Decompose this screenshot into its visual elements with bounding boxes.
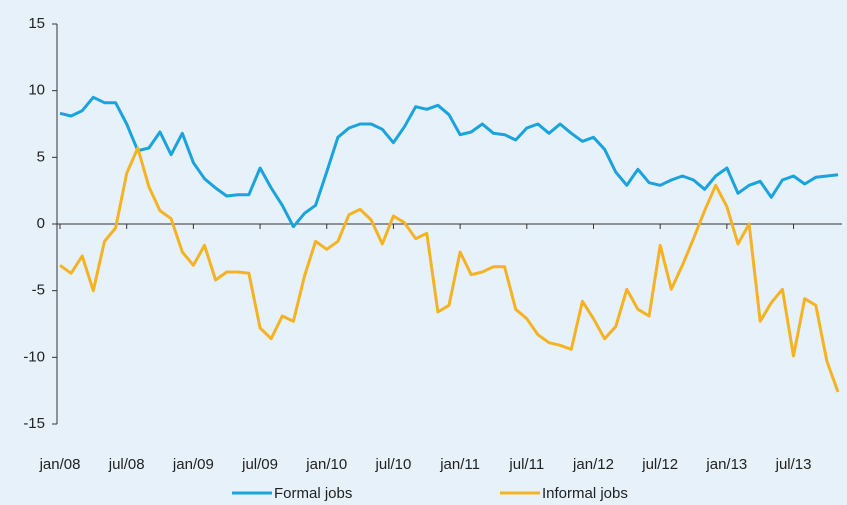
- y-tick-label: -10: [23, 348, 45, 365]
- x-tick-label: jul/12: [641, 456, 678, 473]
- y-tick-label: -15: [23, 415, 45, 432]
- x-tick-label: jul/11: [508, 456, 544, 473]
- y-tick-label: 15: [28, 15, 45, 32]
- legend-label: Informal jobs: [542, 485, 628, 502]
- x-tick-label: jan/11: [439, 456, 480, 473]
- x-tick-label: jan/09: [172, 456, 214, 473]
- series-line: [59, 146, 840, 393]
- y-tick-label: 0: [37, 215, 45, 232]
- x-tick-label: jul/09: [241, 456, 278, 473]
- x-tick-label: jan/08: [39, 456, 81, 473]
- y-tick-label: -5: [32, 282, 45, 299]
- series-line: [59, 95, 839, 229]
- y-tick-label: 10: [28, 82, 45, 99]
- x-tick-label: jan/13: [705, 456, 747, 473]
- x-tick-label: jul/08: [108, 456, 145, 473]
- legend-label: Formal jobs: [274, 485, 352, 502]
- x-tick-label: jul/10: [374, 456, 411, 473]
- x-tick-label: jan/10: [305, 456, 347, 473]
- x-tick-label: jul/13: [775, 456, 812, 473]
- y-tick-label: 5: [37, 148, 45, 165]
- x-tick-label: jan/12: [572, 456, 614, 473]
